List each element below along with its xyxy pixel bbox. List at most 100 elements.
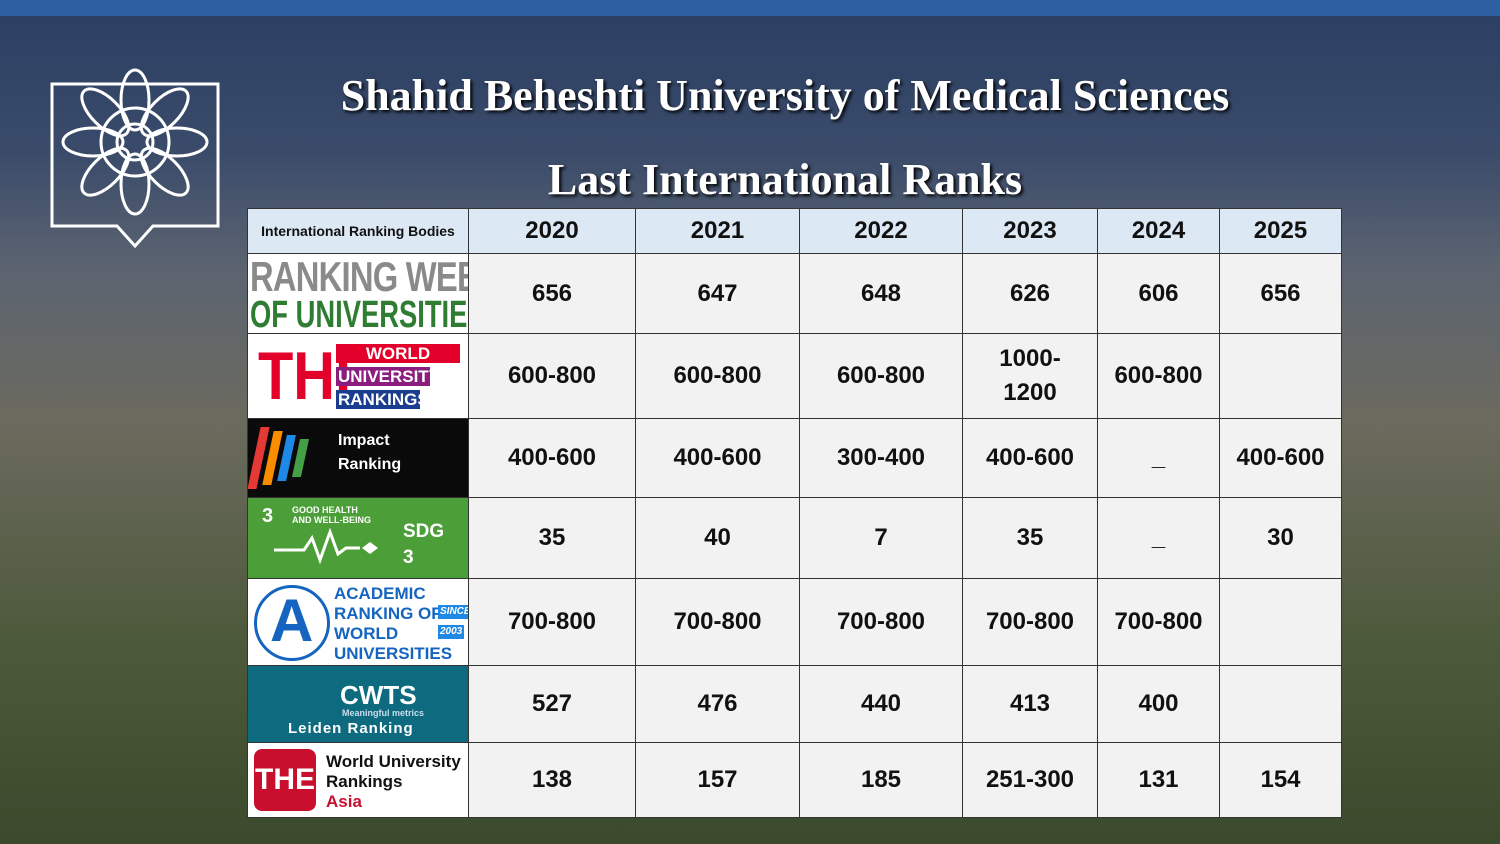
logo-text: Rankings — [326, 772, 403, 791]
rank-cell: 626 — [962, 253, 1098, 334]
rank-value: 35 — [1016, 524, 1044, 551]
rank-value: 476 — [697, 690, 738, 717]
ranking-body-logo: THE WORLD UNIVERSITY RANKINGS — [247, 333, 469, 419]
rank-cell — [1219, 665, 1342, 743]
rank-value: 648 — [860, 279, 902, 307]
logo-text: Asia — [326, 792, 362, 811]
logo-text: THE — [254, 749, 316, 811]
logo-text: Leiden Ranking — [288, 720, 414, 737]
rank-cell: 700-800 — [635, 578, 800, 666]
rank-value: 600-800 — [836, 362, 926, 389]
rank-value: 138 — [531, 766, 573, 793]
column-header: International Ranking Bodies — [247, 208, 469, 254]
logo-text: UNIVERSITIES — [334, 644, 453, 663]
rank-value: 400-600 — [1236, 444, 1325, 471]
rank-cell: 700-800 — [962, 578, 1098, 666]
logo-text: SINCE — [438, 605, 468, 619]
rank-value: 400 — [1138, 690, 1179, 717]
rank-value: 7 — [874, 524, 888, 551]
logo-text: WORLD — [334, 624, 399, 643]
rank-cell: 476 — [635, 665, 800, 743]
rank-cell: 400-600 — [1219, 418, 1342, 498]
rank-cell: 35 — [468, 497, 636, 579]
logo-text: CWTS — [340, 680, 417, 710]
rank-cell: 131 — [1097, 742, 1220, 818]
rank-cell: 400-600 — [962, 418, 1098, 498]
subtitle: Last International Ranks — [547, 155, 1023, 204]
column-header: 2023 — [962, 208, 1098, 254]
rank-cell: 700-800 — [468, 578, 636, 666]
rank-value: 700-800 — [985, 608, 1075, 635]
logo-text: Ranking — [338, 456, 402, 473]
ranking-body-logo: CWTS Meaningful metrics Leiden Ranking — [247, 665, 469, 743]
column-header: 2022 — [799, 208, 963, 254]
rank-value: 600-800 — [1114, 362, 1203, 389]
rank-value: 700-800 — [1114, 608, 1203, 635]
logo-text: ACADEMIC — [334, 584, 426, 603]
rank-value: 656 — [531, 279, 573, 307]
rank-cell: 600-800 — [1097, 333, 1220, 419]
logo-text: A — [270, 587, 314, 654]
rank-value: 30 — [1267, 524, 1294, 551]
rank-cell: 400-600 — [468, 418, 636, 498]
rank-cell: 30 — [1219, 497, 1342, 579]
rank-cell: 1000-1200 — [962, 333, 1098, 419]
rank-cell: 440 — [799, 665, 963, 743]
logo-text: RANKING WEB — [250, 253, 469, 300]
rank-cell: 157 — [635, 742, 800, 818]
ranking-body-logo: A ACADEMIC RANKING OF WORLD UNIVERSITIES SINC… — [247, 578, 469, 666]
logo-text: World University — [326, 752, 461, 771]
logo-text: UNIVERSITY — [336, 367, 441, 386]
rank-cell: 300-400 — [799, 418, 963, 498]
university-logo — [50, 68, 220, 248]
column-header: 2021 — [635, 208, 800, 254]
column-header: 2025 — [1219, 208, 1342, 254]
rank-value: 647 — [697, 279, 738, 307]
rank-value: _ — [1151, 444, 1166, 471]
logo-text: WORLD — [336, 344, 460, 363]
rank-cell: 400-600 — [635, 418, 800, 498]
rank-cell — [1219, 578, 1342, 666]
rank-cell: _ — [1097, 497, 1220, 579]
rank-cell: 700-800 — [1097, 578, 1220, 666]
rank-value: 700-800 — [507, 608, 597, 635]
rank-value: 413 — [1009, 690, 1051, 717]
rank-value: 1000-1200 — [999, 345, 1061, 406]
rank-cell: 700-800 — [799, 578, 963, 666]
rank-cell: _ — [1097, 418, 1220, 498]
rank-value: 251-300 — [985, 766, 1075, 793]
rank-cell: 154 — [1219, 742, 1342, 818]
rank-value: 600-800 — [507, 362, 597, 389]
heartbeat-icon — [274, 528, 378, 565]
rank-cell: 656 — [1219, 253, 1342, 334]
ranking-body-logo: THE World University Rankings Asia — [247, 742, 469, 818]
rank-value: 300-400 — [836, 444, 926, 471]
rank-cell: 413 — [962, 665, 1098, 743]
rank-value: 527 — [531, 690, 573, 717]
logo-text: OF UNIVERSITIES — [250, 294, 469, 334]
logo-text: Meaningful metrics — [342, 708, 425, 718]
rank-value: 400-600 — [507, 444, 597, 471]
logo-text: 3 — [403, 547, 414, 568]
rank-cell: 7 — [799, 497, 963, 579]
rank-cell: 527 — [468, 665, 636, 743]
rank-cell — [1219, 333, 1342, 419]
title: Shahid Beheshti University of Medical Sc… — [340, 71, 1230, 120]
rank-value: 700-800 — [836, 608, 926, 635]
column-header: 2020 — [468, 208, 636, 254]
logo-text: 2003 — [438, 625, 465, 639]
logo-text: 3 — [262, 505, 274, 527]
logo-text: SDG — [403, 521, 445, 542]
logo-text: GOOD HEALTH — [292, 505, 358, 515]
rank-value: 40 — [704, 524, 731, 551]
logo-text: Impact — [338, 432, 390, 449]
rank-cell: 251-300 — [962, 742, 1098, 818]
logo-text: AND WELL-BEING — [292, 515, 371, 525]
ranking-body-logo: RANKING WEB OF UNIVERSITIES — [247, 253, 469, 334]
rank-cell: 600-800 — [799, 333, 963, 419]
rank-value: 400-600 — [673, 444, 762, 471]
rank-cell: 35 — [962, 497, 1098, 579]
rank-cell: 606 — [1097, 253, 1220, 334]
rank-cell: 40 — [635, 497, 800, 579]
rank-value: 185 — [860, 766, 902, 793]
